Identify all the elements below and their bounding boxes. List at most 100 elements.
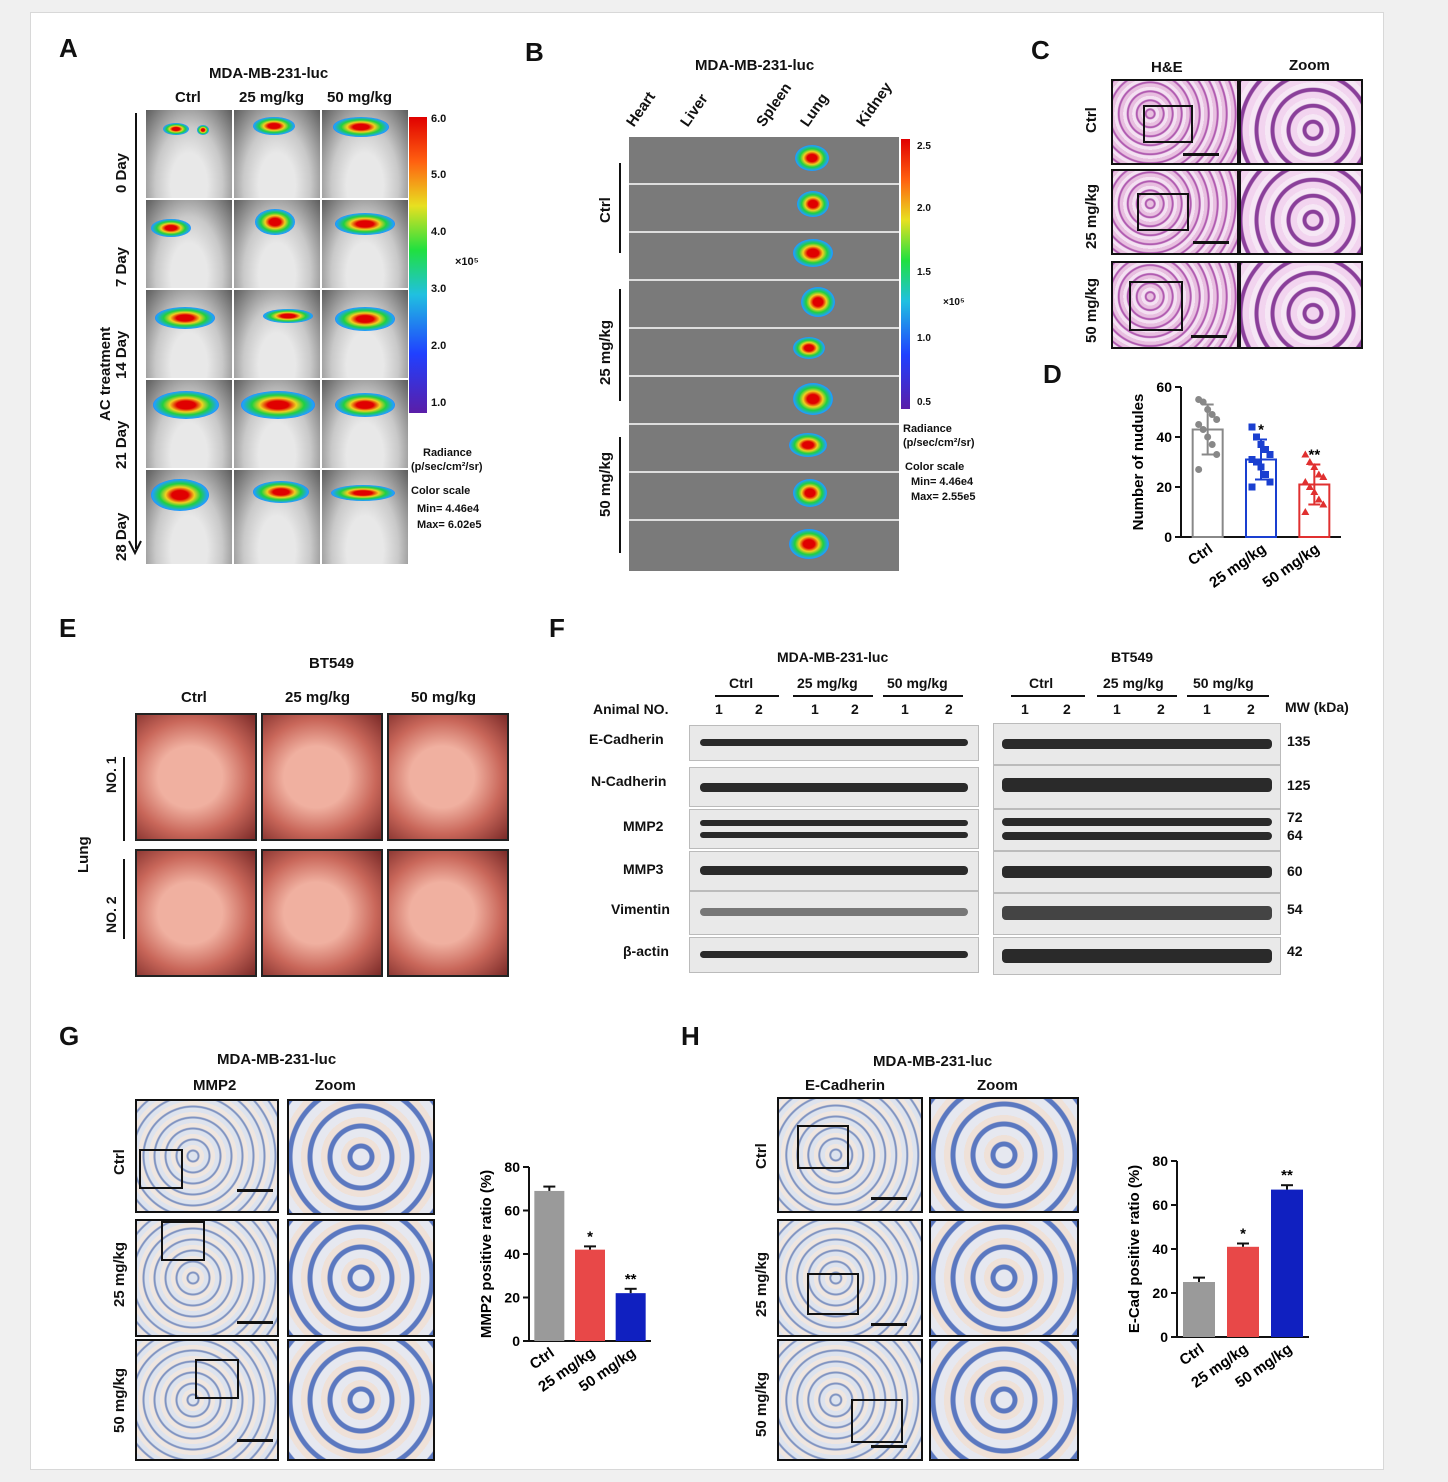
f-mw: 125 xyxy=(1287,777,1311,793)
a-imaging-grid xyxy=(145,109,409,565)
f-mw: 54 xyxy=(1287,901,1303,917)
a-day-21: 21 Day xyxy=(113,420,130,469)
f-mw: 64 xyxy=(1287,827,1303,843)
b-tick: 0.5 xyxy=(917,397,931,408)
a-day-0: 0 Day xyxy=(113,152,130,193)
a-tick: 5.0 xyxy=(431,169,447,181)
data-point xyxy=(1262,471,1269,478)
f-blot-right-vim xyxy=(993,893,1281,935)
data-point xyxy=(1208,411,1216,418)
a-exponent: ×10⁵ xyxy=(455,256,479,268)
g-cell-line: MDA-MB-231-luc xyxy=(217,1051,337,1068)
f-protein: Vimentin xyxy=(611,901,670,917)
e-group-25: 25 mg/kg xyxy=(285,689,351,706)
y-tick-label: 60 xyxy=(504,1203,520,1219)
f-animal-num: 2 xyxy=(1247,701,1255,717)
e-lung-ctrl-2 xyxy=(135,849,257,977)
data-point xyxy=(1266,451,1274,458)
b-bracket-50 xyxy=(619,437,621,553)
bar xyxy=(1271,1189,1303,1337)
y-axis-label: MMP2 positive ratio (%) xyxy=(478,1170,495,1338)
significance-mark: * xyxy=(1258,422,1264,439)
data-point xyxy=(1253,433,1260,441)
data-point xyxy=(1319,500,1328,508)
g-stain: MMP2 xyxy=(193,1077,237,1094)
f-protein: N-Cadherin xyxy=(591,773,667,789)
a-treatment-label: AC treatment xyxy=(97,326,114,421)
bar xyxy=(1183,1282,1215,1337)
f-left-title: MDA-MB-231-luc xyxy=(777,649,889,665)
panel-label-g: G xyxy=(59,1021,80,1051)
c-stain: H&E xyxy=(1151,59,1183,76)
data-point xyxy=(1305,458,1314,465)
data-point xyxy=(1195,421,1203,428)
x-tick-label: 50 mg/kg xyxy=(1260,540,1323,591)
g-zoom-25 xyxy=(287,1219,435,1337)
f-blot-right-actin xyxy=(993,937,1281,975)
f-protein: β-actin xyxy=(623,943,669,959)
data-point xyxy=(1301,478,1310,485)
bar xyxy=(615,1293,646,1341)
data-point xyxy=(1301,450,1310,458)
y-tick-label: 40 xyxy=(1156,429,1172,445)
f-blot-left-vim xyxy=(689,891,979,935)
b-bracket-ctrl xyxy=(619,163,621,253)
c-he-ctrl xyxy=(1111,79,1239,165)
panel-label-f: F xyxy=(549,613,565,643)
a-group-ctrl: Ctrl xyxy=(175,89,201,106)
f-animal-num: 1 xyxy=(1113,701,1121,717)
y-tick-label: 80 xyxy=(504,1159,520,1175)
f-mw: 60 xyxy=(1287,863,1303,879)
y-tick-label: 40 xyxy=(504,1246,520,1262)
h-zoom-50 xyxy=(929,1339,1079,1461)
data-point xyxy=(1257,463,1265,471)
h-group-ctrl: Ctrl xyxy=(753,1143,770,1169)
data-point xyxy=(1314,495,1323,503)
e-bracket-2 xyxy=(123,859,125,939)
b-tick: 1.5 xyxy=(917,267,931,278)
panel-label-b: B xyxy=(525,37,544,67)
b-organ-heart: Heart xyxy=(623,88,660,130)
e-lung-50-2 xyxy=(387,849,509,977)
f-animal-num: 2 xyxy=(1063,701,1071,717)
e-row-2: NO. 2 xyxy=(103,896,119,933)
a-day-7: 7 Day xyxy=(113,246,130,287)
c-group-50: 50 mg/kg xyxy=(1083,277,1100,343)
c-zoom: Zoom xyxy=(1289,57,1330,74)
data-point xyxy=(1319,473,1328,480)
c-group-25: 25 mg/kg xyxy=(1083,183,1100,249)
b-color-scale: Color scale xyxy=(905,461,965,473)
bar xyxy=(534,1190,565,1341)
data-point xyxy=(1301,508,1310,515)
data-point xyxy=(1266,478,1274,486)
y-tick-label: 0 xyxy=(1164,529,1172,545)
b-organ-kidney: Kidney xyxy=(853,79,896,130)
b-max: Max= 2.55e5 xyxy=(911,491,976,503)
a-cell-line: MDA-MB-231-luc xyxy=(209,65,329,82)
a-min: Min= 4.46e4 xyxy=(417,503,480,515)
g-ihc-25 xyxy=(135,1219,279,1337)
y-tick-label: 60 xyxy=(1156,379,1172,395)
h-zoom-25 xyxy=(929,1219,1079,1337)
f-blot-left-ncad xyxy=(689,767,979,807)
data-point xyxy=(1199,426,1207,433)
f-blot-left-actin xyxy=(689,937,979,973)
h-ihc-25 xyxy=(777,1219,923,1337)
arrow-down-icon xyxy=(128,540,142,556)
h-zoom-ctrl xyxy=(929,1097,1079,1213)
h-stain: E-Cadherin xyxy=(805,1077,886,1094)
h-group-50: 50 mg/kg xyxy=(753,1371,770,1437)
figure: A MDA-MB-231-luc Ctrl 25 mg/kg 50 mg/kg xyxy=(30,12,1384,1470)
a-tick: 2.0 xyxy=(431,340,447,352)
h-group-25: 25 mg/kg xyxy=(753,1251,770,1317)
data-point xyxy=(1248,483,1256,491)
significance-mark: ** xyxy=(625,1271,637,1288)
f-right-group: 50 mg/kg xyxy=(1193,675,1254,691)
f-animal-num: 1 xyxy=(1203,701,1211,717)
data-point xyxy=(1310,463,1319,470)
data-point xyxy=(1204,433,1212,441)
b-organ-lung: Lung xyxy=(797,90,833,130)
f-left-group: Ctrl xyxy=(729,675,754,691)
